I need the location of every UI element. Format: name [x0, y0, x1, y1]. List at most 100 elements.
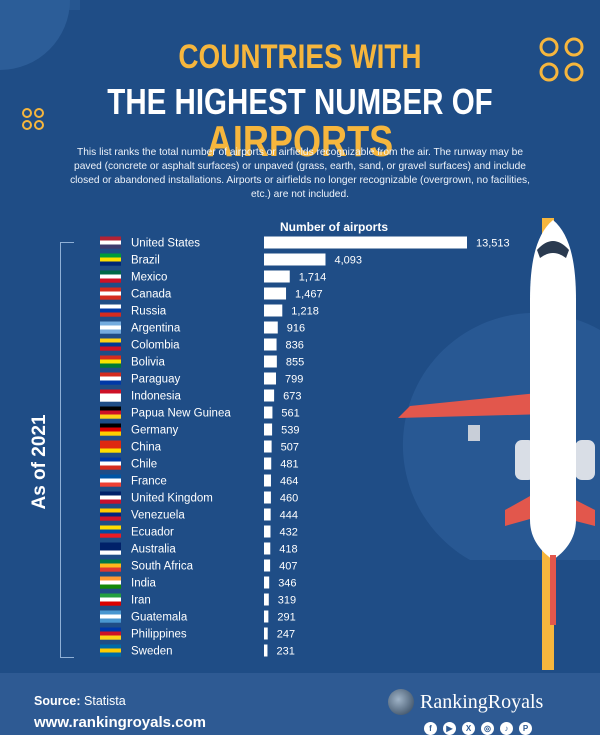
flag-united-states-icon — [100, 236, 121, 249]
category-label: United Kingdom — [131, 493, 213, 505]
flag-germany-icon — [100, 423, 121, 436]
category-label: Indonesia — [131, 391, 181, 403]
flag-india-icon — [100, 576, 121, 589]
bar — [264, 610, 269, 623]
value-label: 432 — [279, 527, 297, 539]
value-label: 539 — [281, 425, 299, 437]
flag-paraguay-icon — [100, 372, 121, 385]
category-label: Paraguay — [131, 374, 180, 386]
bar — [264, 355, 277, 368]
website-link[interactable]: www.rankingroyals.com — [34, 714, 206, 731]
flag-guatemala-icon — [100, 610, 121, 623]
bar — [264, 372, 277, 385]
flag-iran-icon — [100, 593, 121, 606]
flag-papua-new-guinea-icon — [100, 406, 121, 419]
value-label: 836 — [286, 340, 304, 352]
flag-philippines-icon — [100, 627, 121, 640]
flag-argentina-icon — [100, 321, 121, 334]
category-label: Brazil — [131, 255, 160, 267]
value-label: 231 — [276, 646, 294, 658]
facebook-icon[interactable]: f — [424, 722, 437, 735]
source-line: Source: Statista — [34, 694, 126, 708]
flag-sweden-icon — [100, 644, 121, 657]
category-label: Iran — [131, 595, 151, 607]
title-prefix: THE HIGHEST NUMBER OF — [107, 81, 493, 122]
flag-colombia-icon — [100, 338, 121, 351]
value-label: 418 — [279, 544, 297, 556]
youtube-icon[interactable]: ▶ — [443, 722, 456, 735]
category-label: South Africa — [131, 561, 194, 573]
value-label: 444 — [280, 510, 298, 522]
category-label: Mexico — [131, 272, 167, 284]
bar — [264, 576, 270, 589]
category-label: India — [131, 578, 157, 590]
value-label: 507 — [281, 442, 299, 454]
value-label: 855 — [286, 357, 304, 369]
value-label: 1,467 — [295, 289, 323, 301]
flag-indonesia-icon — [100, 389, 121, 402]
bar — [264, 491, 271, 504]
value-label: 460 — [280, 493, 298, 505]
category-label: Argentina — [131, 323, 181, 335]
value-label: 407 — [279, 561, 297, 573]
bar — [264, 474, 271, 487]
bar — [264, 525, 271, 538]
value-label: 1,218 — [291, 306, 319, 318]
bracket-line — [60, 242, 74, 658]
tiktok-icon[interactable]: ♪ — [500, 722, 513, 735]
bar — [264, 287, 287, 300]
description: This list ranks the total number of airp… — [70, 147, 530, 200]
value-label: 561 — [281, 408, 299, 420]
bar — [264, 338, 277, 351]
category-label: Philippines — [131, 629, 187, 641]
value-label: 916 — [287, 323, 305, 335]
source-value: Statista — [84, 694, 126, 708]
value-label: 13,513 — [476, 238, 510, 250]
flag-brazil-icon — [100, 253, 121, 266]
bar — [264, 440, 272, 453]
category-label: Australia — [131, 544, 176, 556]
value-label: 673 — [283, 391, 301, 403]
value-label: 247 — [277, 629, 295, 641]
brand-name: RankingRoyals — [420, 690, 544, 713]
category-label: Ecuador — [131, 527, 174, 539]
title-line-1: COUNTRIES WITH — [178, 38, 422, 76]
value-label: 291 — [277, 612, 295, 624]
x-icon[interactable]: X — [462, 722, 475, 735]
category-label: Colombia — [131, 340, 180, 352]
flag-chile-icon — [100, 457, 121, 470]
flag-france-icon — [100, 474, 121, 487]
flag-bolivia-icon — [100, 355, 121, 368]
brand: RankingRoyals — [388, 689, 543, 715]
bar — [264, 406, 273, 419]
category-label: Guatemala — [131, 612, 188, 624]
social-links: f ▶ X ◎ ♪ P — [424, 722, 532, 735]
category-label: United States — [131, 238, 200, 250]
title-highlight: AIRPORTS — [206, 117, 394, 166]
value-label: 481 — [280, 459, 298, 471]
value-label: 319 — [278, 595, 296, 607]
category-label: Chile — [131, 459, 157, 471]
bar — [264, 270, 290, 283]
flag-china-icon — [100, 440, 121, 453]
flag-mexico-icon — [100, 270, 121, 283]
bar — [264, 423, 273, 436]
value-label: 1,714 — [299, 272, 327, 284]
category-label: Sweden — [131, 646, 173, 658]
bar — [264, 593, 269, 606]
category-label: Canada — [131, 289, 172, 301]
flag-venezuela-icon — [100, 508, 121, 521]
value-label: 346 — [278, 578, 296, 590]
category-label: China — [131, 442, 162, 454]
instagram-icon[interactable]: ◎ — [481, 722, 494, 735]
bar — [264, 321, 278, 334]
bar — [264, 644, 268, 657]
bar — [264, 304, 283, 317]
flag-canada-icon — [100, 287, 121, 300]
category-label: Venezuela — [131, 510, 185, 522]
flag-united-kingdom-icon — [100, 491, 121, 504]
bar — [264, 627, 268, 640]
pinterest-icon[interactable]: P — [519, 722, 532, 735]
